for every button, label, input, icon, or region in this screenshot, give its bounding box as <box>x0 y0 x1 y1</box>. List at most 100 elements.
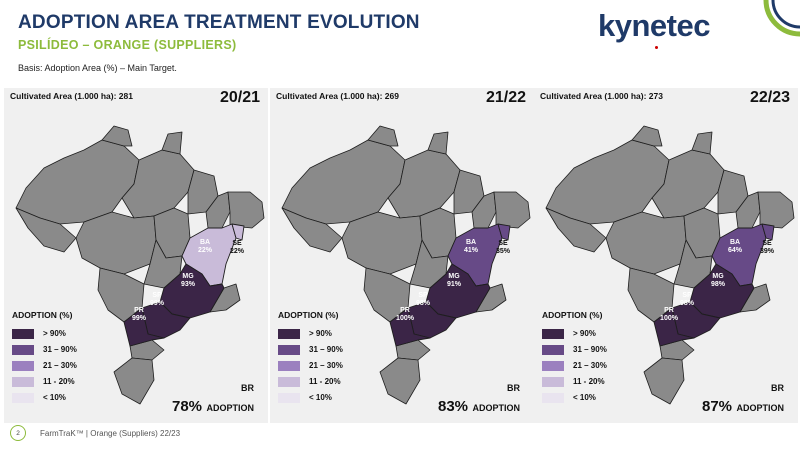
legend-swatch <box>12 328 34 339</box>
adoption-percent: 87% <box>702 398 733 415</box>
corner-arc-icon <box>763 0 800 37</box>
legend-swatch <box>542 376 564 387</box>
ba-value: 64% <box>728 247 743 254</box>
state-go-df <box>673 239 713 289</box>
state-ba <box>181 223 237 287</box>
legend-title: ADOPTION (%) <box>12 310 73 320</box>
map-panel-2122: BA 41% SE 35% MG 91% SP 98% PR 100% Cult… <box>270 88 534 423</box>
legend-swatch <box>278 392 300 403</box>
legend-swatch <box>278 328 300 339</box>
legend-item: 11 - 20% <box>278 374 343 389</box>
legend-swatch <box>542 344 564 355</box>
state-mt <box>75 211 157 275</box>
footer: 2 FarmTraK™ | Orange (Suppliers) 22/23 <box>10 425 180 441</box>
legend-swatch <box>542 360 564 371</box>
legend: ADOPTION (%) > 90% 31 – 90% 21 – 30% 11 … <box>12 310 77 406</box>
kynetec-logo: kynetec <box>598 8 710 43</box>
state-ap <box>691 131 713 155</box>
legend-item: < 10% <box>278 390 343 405</box>
legend-item: 31 – 90% <box>542 342 607 357</box>
se-label: SE <box>498 240 508 247</box>
page-subtitle: PSILÍDEO – ORANGE (SUPPLIERS) <box>18 38 237 52</box>
state-ac-ro <box>545 207 607 253</box>
br-label: BR <box>241 383 254 393</box>
mg-value: 93% <box>181 281 196 288</box>
legend-item: 11 - 20% <box>542 374 607 389</box>
state-ce-rn-pb-pe-al <box>757 191 795 229</box>
adoption-word: ADOPTION <box>736 403 784 413</box>
legend: ADOPTION (%) > 90% 31 – 90% 21 – 30% 11 … <box>278 310 343 406</box>
state-rr <box>101 125 133 147</box>
state-pr <box>123 307 165 347</box>
legend-label: 21 – 30% <box>43 361 77 370</box>
se-value: 22% <box>230 248 245 255</box>
map-panel-2021: BA 22% SE 22% MG 93% SP 99% PR 99% Culti… <box>4 88 268 423</box>
state-am <box>545 139 670 225</box>
legend-swatch <box>278 360 300 371</box>
legend-item: < 10% <box>542 390 607 405</box>
legend-swatch <box>12 392 34 403</box>
br-adoption: 87% ADOPTION <box>702 398 784 416</box>
legend-label: 11 - 20% <box>43 377 75 386</box>
legend-swatch <box>278 344 300 355</box>
state-ba <box>711 223 767 287</box>
se-label: SE <box>232 240 242 247</box>
state-pr <box>389 307 431 347</box>
state-pr <box>653 307 695 347</box>
legend-label: > 90% <box>43 329 66 338</box>
legend-item: 31 – 90% <box>12 342 77 357</box>
state-ac-ro <box>15 207 77 253</box>
cultivated-area: Cultivated Area (1.000 ha): 269 <box>276 91 399 101</box>
page-title: ADOPTION AREA TREATMENT EVOLUTION <box>18 12 420 33</box>
legend-item: 31 – 90% <box>278 342 343 357</box>
legend-item: < 10% <box>12 390 77 405</box>
state-rs <box>113 357 155 405</box>
sp-value: 99% <box>150 300 165 307</box>
mg-label: MG <box>448 273 460 280</box>
legend-label: > 90% <box>573 329 596 338</box>
legend-item: > 90% <box>542 326 607 341</box>
legend-label: 31 – 90% <box>43 345 77 354</box>
state-se <box>231 223 245 241</box>
adoption-word: ADOPTION <box>472 403 520 413</box>
sp-value: 98% <box>416 300 431 307</box>
pr-value: 100% <box>660 315 679 322</box>
pr-value: 99% <box>132 315 147 322</box>
state-mt <box>605 211 687 275</box>
se-label: SE <box>762 240 772 247</box>
legend-swatch <box>12 360 34 371</box>
sp-value: 98% <box>680 300 695 307</box>
adoption-percent: 78% <box>172 398 203 415</box>
cultivated-area: Cultivated Area (1.000 ha): 273 <box>540 91 663 101</box>
legend-item: 21 – 30% <box>542 358 607 373</box>
legend-swatch <box>12 376 34 387</box>
map-panel-2223: BA 64% SE 39% MG 98% SP 98% PR 100% Cult… <box>534 88 798 423</box>
legend-swatch <box>278 376 300 387</box>
state-go-df <box>143 239 183 289</box>
legend-label: < 10% <box>43 393 66 402</box>
pr-label: PR <box>134 307 144 314</box>
state-rs <box>379 357 421 405</box>
state-mt <box>341 211 423 275</box>
state-go-df <box>409 239 449 289</box>
legend-label: 11 - 20% <box>573 377 605 386</box>
legend-swatch <box>542 328 564 339</box>
legend-item: 21 – 30% <box>278 358 343 373</box>
legend-label: 31 – 90% <box>309 345 343 354</box>
ba-label: BA <box>200 239 210 246</box>
mg-value: 98% <box>711 281 726 288</box>
se-value: 35% <box>496 248 511 255</box>
season-year: 20/21 <box>219 89 260 106</box>
season-year: 21/22 <box>485 89 526 106</box>
ba-label: BA <box>466 239 476 246</box>
state-rs <box>643 357 685 405</box>
sp-label: SP <box>152 292 162 299</box>
mg-label: MG <box>182 273 194 280</box>
footer-text: FarmTraK™ | Orange (Suppliers) 22/23 <box>40 428 181 438</box>
ba-value: 41% <box>464 247 479 254</box>
state-am <box>15 139 140 225</box>
brazil-map: BA 22% SE 22% MG 93% SP 99% PR 99% <box>15 125 265 405</box>
legend-label: 31 – 90% <box>573 345 607 354</box>
legend-label: 21 – 30% <box>309 361 343 370</box>
legend-label: 11 - 20% <box>309 377 341 386</box>
